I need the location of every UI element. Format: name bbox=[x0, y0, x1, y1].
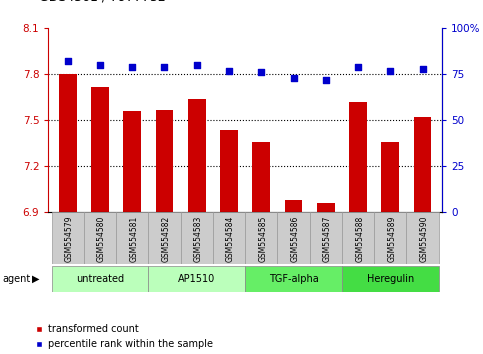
Text: GSM554579: GSM554579 bbox=[65, 216, 74, 262]
Bar bbox=[220, 130, 238, 212]
Bar bbox=[91, 87, 109, 212]
Text: GSM554587: GSM554587 bbox=[323, 216, 332, 262]
Text: Heregulin: Heregulin bbox=[367, 274, 414, 284]
Point bbox=[96, 62, 104, 68]
Text: AP1510: AP1510 bbox=[178, 274, 215, 284]
Point bbox=[290, 75, 298, 81]
Text: agent: agent bbox=[2, 274, 30, 284]
Point bbox=[160, 64, 168, 70]
Bar bbox=[52, 266, 148, 292]
Bar bbox=[245, 212, 277, 264]
Bar bbox=[253, 142, 270, 212]
Text: untreated: untreated bbox=[76, 274, 124, 284]
Text: ▶: ▶ bbox=[32, 274, 40, 284]
Bar bbox=[156, 110, 173, 212]
Text: GSM554589: GSM554589 bbox=[387, 216, 397, 262]
Bar bbox=[213, 212, 245, 264]
Point bbox=[257, 70, 265, 75]
Bar bbox=[245, 266, 342, 292]
Point bbox=[322, 77, 330, 83]
Bar bbox=[277, 212, 310, 264]
Point bbox=[64, 59, 71, 64]
Bar bbox=[317, 203, 335, 212]
Point bbox=[419, 66, 426, 72]
Bar bbox=[123, 111, 141, 212]
Point bbox=[386, 68, 394, 74]
Bar bbox=[148, 212, 181, 264]
Text: GSM554585: GSM554585 bbox=[258, 216, 268, 262]
Bar bbox=[52, 212, 84, 264]
Point bbox=[225, 68, 233, 74]
Legend: transformed count, percentile rank within the sample: transformed count, percentile rank withi… bbox=[34, 324, 213, 349]
Text: GSM554580: GSM554580 bbox=[97, 216, 106, 262]
Bar bbox=[84, 212, 116, 264]
Bar bbox=[284, 200, 302, 212]
Text: TGF-alpha: TGF-alpha bbox=[269, 274, 318, 284]
Bar bbox=[342, 266, 439, 292]
Point bbox=[354, 64, 362, 70]
Text: GSM554583: GSM554583 bbox=[194, 216, 203, 262]
Bar bbox=[407, 212, 439, 264]
Text: GSM554584: GSM554584 bbox=[226, 216, 235, 262]
Bar bbox=[382, 142, 399, 212]
Bar bbox=[188, 99, 206, 212]
Bar bbox=[181, 212, 213, 264]
Text: GSM554582: GSM554582 bbox=[162, 216, 170, 262]
Bar bbox=[414, 117, 431, 212]
Bar bbox=[374, 212, 407, 264]
Point bbox=[128, 64, 136, 70]
Bar bbox=[349, 102, 367, 212]
Point bbox=[193, 62, 200, 68]
Bar bbox=[310, 212, 342, 264]
Bar bbox=[342, 212, 374, 264]
Text: GDS4361 / 7977732: GDS4361 / 7977732 bbox=[39, 0, 165, 4]
Text: GSM554590: GSM554590 bbox=[420, 216, 429, 262]
Bar bbox=[59, 74, 76, 212]
Bar bbox=[148, 266, 245, 292]
Bar bbox=[116, 212, 148, 264]
Text: GSM554588: GSM554588 bbox=[355, 216, 364, 262]
Text: GSM554581: GSM554581 bbox=[129, 216, 138, 262]
Text: GSM554586: GSM554586 bbox=[291, 216, 299, 262]
